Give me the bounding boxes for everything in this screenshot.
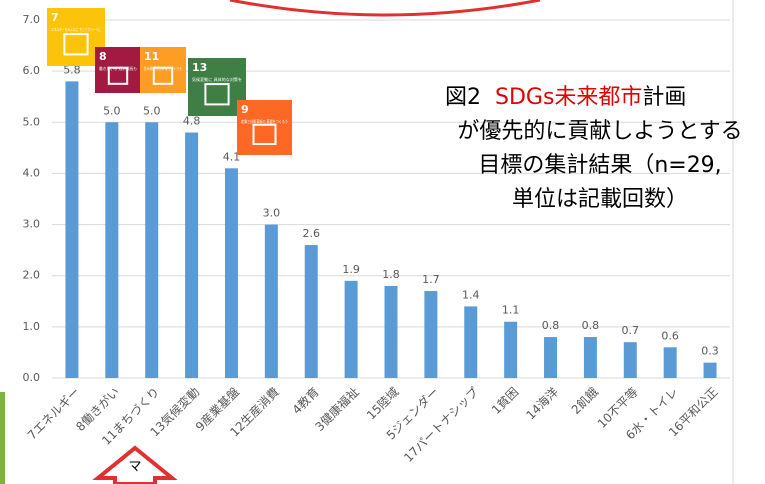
bar <box>304 245 318 378</box>
y-tick-label: 5.0 <box>23 115 41 128</box>
title-highlight: SDGs未来都市 <box>495 85 642 110</box>
icon-text: 気候変動に 具体的な対策を <box>192 76 242 82</box>
icon-bg <box>188 58 246 116</box>
bar <box>344 280 358 378</box>
icon-symbol <box>63 33 89 56</box>
y-tick-label: 6.0 <box>23 64 41 77</box>
data-label: 4.8 <box>183 115 201 128</box>
title-line: 図2 SDGs未来都市計画 <box>445 85 686 110</box>
bar <box>145 122 159 379</box>
title-line: 目標の集計結果（n=29, <box>478 153 721 178</box>
data-label: 0.6 <box>661 329 679 342</box>
bar <box>65 81 79 378</box>
icon-symbol <box>204 83 230 106</box>
icon-number: 9 <box>241 103 249 116</box>
bar <box>224 168 238 378</box>
sdg-icon: 9 産業と技術革新の 基盤をつくろう <box>237 100 292 155</box>
data-label: 1.8 <box>382 268 400 281</box>
bar <box>504 321 518 378</box>
y-tick-label: 0.0 <box>23 371 41 384</box>
y-tick-label: 7.0 <box>23 13 41 26</box>
data-label: 3.0 <box>263 207 281 220</box>
bar <box>424 291 438 378</box>
icon-bg <box>140 47 186 93</box>
icon-text: エネルギーをみんなに そしてクリーンに <box>51 26 101 32</box>
decor-arc <box>229 0 541 17</box>
x-tick-label: 4教育 <box>289 384 322 417</box>
bar <box>544 337 558 378</box>
decor-strip <box>0 392 5 484</box>
title-line: 単位は記載回数） <box>512 187 688 212</box>
bar <box>663 347 677 378</box>
icon-number: 11 <box>144 50 159 63</box>
x-tick-label: 2飢餓 <box>568 384 601 417</box>
icon-bg <box>237 100 292 155</box>
title-suffix: 計画 <box>642 85 686 110</box>
icon-symbol <box>152 66 174 85</box>
data-label: 2.6 <box>302 227 320 240</box>
bar <box>583 337 597 378</box>
bar <box>105 122 119 379</box>
icon-number: 13 <box>192 61 207 74</box>
sdg-icon: 13 気候変動に 具体的な対策を <box>188 58 246 116</box>
data-label: 1.9 <box>342 263 360 276</box>
data-label: 0.8 <box>542 319 560 332</box>
title-line: が優先的に貢献しようとする <box>457 119 742 144</box>
x-tick-label: 14海洋 <box>523 384 561 422</box>
x-tick-label: 1貧困 <box>489 385 521 417</box>
y-tick-label: 2.0 <box>23 269 41 282</box>
data-label: 4.1 <box>223 150 241 163</box>
icon-number: 7 <box>51 11 59 24</box>
icon-number: 8 <box>99 50 107 63</box>
icon-bg <box>95 47 141 93</box>
data-label: 5.0 <box>143 104 161 117</box>
x-tick-label: 15陸域 <box>364 385 402 423</box>
x-tick-label: 7エネルギー <box>25 385 83 443</box>
bar <box>264 224 278 378</box>
x-tick-label: 3健康福祉 <box>312 384 362 434</box>
data-label: 1.1 <box>502 304 520 317</box>
bar <box>384 285 398 378</box>
x-tick-label: 17パートナシップ <box>401 385 481 465</box>
y-tick-label: 4.0 <box>23 166 41 179</box>
data-label: 1.7 <box>422 273 440 286</box>
data-label: 5.0 <box>103 104 121 117</box>
title-prefix: 図2 <box>445 85 481 110</box>
bar <box>185 132 199 378</box>
data-label: 0.3 <box>701 345 719 358</box>
data-label: 0.8 <box>582 319 600 332</box>
icon-symbol <box>252 123 277 145</box>
y-tick-label: 1.0 <box>23 320 41 333</box>
arrow <box>92 445 178 484</box>
bar <box>464 306 478 378</box>
icon-text: 産業と技術革新の 基盤をつくろう <box>241 118 288 124</box>
y-tick-label: 3.0 <box>23 218 41 231</box>
icon-symbol <box>107 66 129 85</box>
arrow-text: マ <box>128 460 141 475</box>
bar <box>703 362 717 378</box>
data-label: 5.8 <box>63 63 81 76</box>
data-label: 0.7 <box>622 324 640 337</box>
bar <box>623 342 637 378</box>
data-label: 1.4 <box>462 288 480 301</box>
